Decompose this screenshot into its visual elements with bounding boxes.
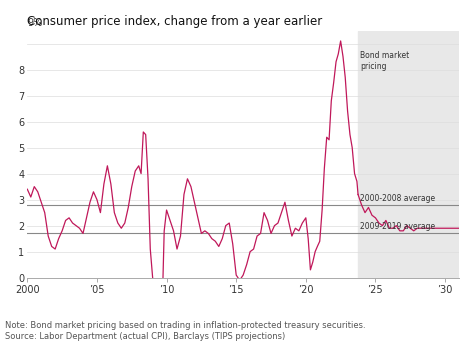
- Text: Note: Bond market pricing based on trading in inflation-protected treasury secur: Note: Bond market pricing based on tradi…: [5, 321, 365, 341]
- Text: 2009-2019 average: 2009-2019 average: [360, 222, 435, 232]
- Text: Consumer price index, change from a year earlier: Consumer price index, change from a year…: [27, 15, 323, 28]
- Text: 2000-2008 average: 2000-2008 average: [360, 194, 435, 203]
- Text: 9%: 9%: [27, 18, 43, 28]
- Bar: [358, 31, 459, 278]
- Text: Bond market
pricing: Bond market pricing: [360, 51, 410, 71]
